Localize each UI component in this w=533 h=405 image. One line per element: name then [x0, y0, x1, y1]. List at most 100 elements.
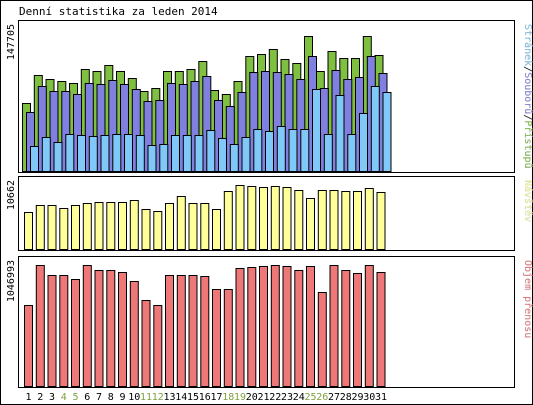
- bar-kbytes-1-day-1: [24, 305, 33, 387]
- bar-visits-1-day-18: [223, 191, 233, 250]
- x-tick-day-7: 7: [96, 392, 102, 403]
- x-tick-day-11: 11: [140, 392, 152, 403]
- bar-visits-1-day-10: [129, 200, 139, 250]
- bar-hits-files-pages-3-day-25: [312, 89, 321, 172]
- x-tick-day-18: 18: [222, 392, 234, 403]
- bar-hits-files-pages-3-day-9: [124, 134, 133, 172]
- bar-visits-1-day-25: [306, 198, 315, 250]
- bar-visits-1-day-5: [71, 205, 80, 250]
- bar-hits-files-pages-3-day-27: [335, 95, 345, 172]
- x-tick-day-1: 1: [25, 392, 31, 403]
- bar-visits-1-day-29: [353, 191, 362, 250]
- bar-kbytes-1-day-31: [376, 272, 386, 387]
- bar-hits-files-pages-3-day-10: [135, 135, 145, 172]
- panel-kbytes: 1046993 Objem přenosu: [6, 256, 533, 388]
- bar-hits-files-pages-3-day-4: [65, 134, 75, 172]
- panel-hits-files-pages: 147705 Stránek/Souborů/Přístupů: [6, 20, 533, 173]
- bar-hits-files-pages-3-day-14: [182, 135, 192, 172]
- bar-visits-1-day-19: [235, 185, 245, 250]
- x-tick-day-14: 14: [175, 392, 187, 403]
- x-tick-day-17: 17: [210, 392, 222, 403]
- bar-kbytes-1-day-17: [212, 289, 221, 387]
- bar-kbytes-1-day-11: [141, 300, 151, 387]
- legend-part-hits-files-pages-3: /: [522, 114, 533, 120]
- bar-kbytes-1-day-21: [259, 266, 268, 387]
- bar-kbytes-1-day-22: [270, 265, 280, 387]
- bar-hits-files-pages-3-day-19: [241, 137, 251, 172]
- bar-visits-1-day-30: [364, 188, 374, 250]
- legend-label-kbytes: Objem přenosu: [522, 260, 533, 338]
- bar-hits-files-pages-3-day-20: [253, 129, 263, 172]
- x-tick-day-4: 4: [61, 392, 67, 403]
- bar-kbytes-1-day-20: [247, 267, 257, 387]
- x-tick-day-8: 8: [108, 392, 114, 403]
- bar-visits-1-day-22: [270, 186, 280, 250]
- bar-hits-files-pages-3-day-8: [112, 134, 122, 172]
- bar-kbytes-1-day-27: [329, 265, 339, 387]
- bar-visits-1-day-27: [329, 190, 339, 250]
- x-tick-day-22: 22: [269, 392, 281, 403]
- bar-kbytes-1-day-10: [129, 281, 139, 387]
- bar-hits-files-pages-3-day-26: [323, 134, 333, 172]
- legend-part-hits-files-pages-1: /: [522, 66, 533, 72]
- bar-kbytes-1-day-29: [353, 273, 362, 387]
- bar-hits-files-pages-3-day-28: [347, 134, 357, 172]
- legend-part-kbytes-0: Objem přenosu: [522, 260, 533, 338]
- legend-part-visits-0: Návštěv: [522, 180, 533, 222]
- bar-visits-1-day-23: [282, 187, 292, 250]
- bar-visits-1-day-15: [188, 203, 198, 250]
- bar-kbytes-1-day-4: [59, 275, 69, 387]
- bar-visits-1-day-2: [35, 205, 45, 250]
- bar-hits-files-pages-3-day-11: [147, 145, 157, 172]
- bar-hits-files-pages-3-day-17: [218, 138, 227, 172]
- bar-visits-1-day-4: [59, 208, 69, 250]
- bar-kbytes-1-day-23: [282, 266, 292, 387]
- bar-kbytes-1-day-8: [106, 270, 116, 387]
- x-tick-day-28: 28: [340, 392, 352, 403]
- x-tick-day-19: 19: [234, 392, 246, 403]
- legend-label-hits-files-pages: Stránek/Souborů/Přístupů: [522, 24, 533, 169]
- bar-kbytes-1-day-15: [188, 275, 198, 387]
- bar-visits-1-day-16: [200, 203, 210, 250]
- bar-kbytes-1-day-13: [165, 275, 174, 387]
- bar-kbytes-1-day-16: [200, 276, 210, 387]
- x-tick-day-26: 26: [316, 392, 328, 403]
- bar-kbytes-1-day-9: [118, 272, 127, 387]
- bar-kbytes-1-day-6: [82, 265, 92, 387]
- bar-kbytes-1-day-7: [94, 270, 104, 387]
- bar-visits-1-day-3: [47, 205, 57, 250]
- bar-hits-files-pages-3-day-12: [159, 144, 169, 172]
- x-tick-day-21: 21: [257, 392, 269, 403]
- bar-hits-files-pages-3-day-15: [194, 135, 204, 172]
- x-tick-day-3: 3: [49, 392, 55, 403]
- x-tick-day-13: 13: [163, 392, 175, 403]
- bar-visits-1-day-11: [141, 209, 151, 250]
- x-axis-tick-labels: 1 2 3 4 5 6 7 8 9 10 11 12 13 14 15 16 17 18 19 20 21 22 23 24 2…: [25, 392, 387, 403]
- bar-visits-1-day-21: [259, 187, 268, 250]
- x-tick-day-20: 20: [246, 392, 258, 403]
- y-max-label-hits-files-pages: 147705: [6, 24, 17, 60]
- bar-hits-files-pages-3-day-22: [276, 126, 286, 172]
- bar-hits-files-pages-3-day-23: [288, 129, 298, 172]
- bar-visits-1-day-1: [24, 212, 33, 250]
- bar-visits-1-day-17: [212, 209, 221, 250]
- bar-kbytes-1-day-14: [176, 275, 186, 387]
- x-tick-day-15: 15: [187, 392, 199, 403]
- bar-hits-files-pages-3-day-2: [41, 137, 51, 172]
- bar-visits-1-day-7: [94, 202, 104, 250]
- bar-visits-1-day-26: [317, 190, 327, 250]
- x-tick-day-27: 27: [328, 392, 340, 403]
- bar-visits-1-day-24: [294, 190, 304, 250]
- x-tick-day-10: 10: [128, 392, 140, 403]
- x-tick-day-6: 6: [84, 392, 90, 403]
- bar-hits-files-pages-3-day-21: [265, 131, 274, 172]
- bar-kbytes-1-day-3: [47, 275, 57, 387]
- bar-kbytes-1-day-12: [153, 305, 163, 387]
- bar-hits-files-pages-3-day-6: [88, 136, 98, 172]
- x-tick-day-9: 9: [119, 392, 125, 403]
- x-tick-day-16: 16: [199, 392, 211, 403]
- legend-part-hits-files-pages-4: Přístupů: [522, 120, 533, 168]
- x-tick-day-5: 5: [72, 392, 78, 403]
